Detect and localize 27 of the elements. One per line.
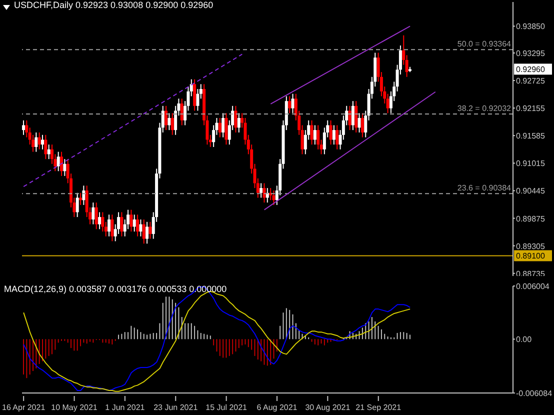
text: 0.92960 xyxy=(516,65,546,74)
y-tick-label: 0.92155 xyxy=(516,104,546,114)
ref-line-label: 23.6 = 0.90384 xyxy=(457,184,512,193)
y-tick-label: 0.93850 xyxy=(516,22,546,32)
y-tick-label: 0.90445 xyxy=(516,186,546,196)
y-tick-label: 0.93295 xyxy=(516,48,546,58)
y-tick-label: 0.91585 xyxy=(516,132,546,141)
ref-line-label: 0.89100 xyxy=(516,252,546,261)
y-tick-label: 0.006004 xyxy=(516,282,550,291)
x-tick-label: 16 Apr 2021 xyxy=(2,403,46,412)
x-tick-label: 23 Jun 2021 xyxy=(154,403,198,412)
ref-line-label: 38.2 = 0.92032 xyxy=(457,104,512,114)
ref-line-label: 50.0 = 0.93364 xyxy=(457,40,512,49)
y-tick-label: 0.88735 xyxy=(516,269,546,278)
x-tick-label: 6 Aug 2021 xyxy=(256,403,298,412)
y-tick-label: -0.006084 xyxy=(516,389,553,398)
y-tick-label: 0.91015 xyxy=(516,159,546,168)
x-tick-label: 10 May 2021 xyxy=(51,403,98,412)
x-tick-label: 21 Sep 2021 xyxy=(356,403,402,412)
y-tick-label: 0.89875 xyxy=(516,214,546,224)
x-tick-label: 1 Jun 2021 xyxy=(105,403,146,412)
y-tick-label: 0.00 xyxy=(516,335,532,344)
chart-title: USDCHF,Daily 0.92923 0.93008 0.92900 0.92960 xyxy=(14,0,214,10)
y-tick-label: 0.92725 xyxy=(516,76,546,86)
x-tick-label: 15 Jul 2021 xyxy=(206,403,248,412)
y-tick-label: 0.89305 xyxy=(516,242,546,251)
x-tick-label: 30 Aug 2021 xyxy=(305,403,351,412)
